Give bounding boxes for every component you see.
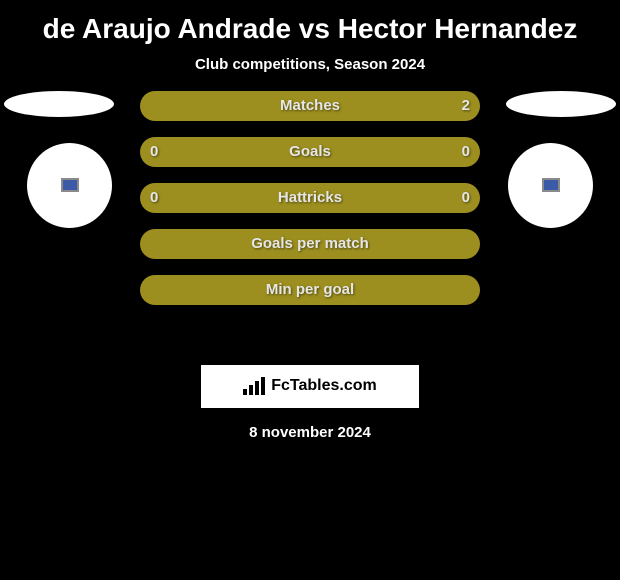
player-badge-right	[508, 143, 593, 228]
date-label: 8 november 2024	[0, 408, 620, 457]
player-badge-left	[27, 143, 112, 228]
stat-left-value: 0	[150, 189, 158, 206]
branding-text: FcTables.com	[271, 377, 377, 395]
page-title: de Araujo Andrade vs Hector Hernandez	[0, 0, 620, 52]
player-shadow-left	[4, 91, 114, 117]
stat-right-value: 2	[462, 97, 470, 114]
stat-row-matches: Matches 2	[140, 91, 480, 121]
stat-row-hattricks: 0 Hattricks 0	[140, 183, 480, 213]
stat-row-goals-per-match: Goals per match	[140, 229, 480, 259]
stats-list: Matches 2 0 Goals 0 0 Hattricks 0 Goals …	[140, 91, 480, 305]
comparison-area: Matches 2 0 Goals 0 0 Hattricks 0 Goals …	[0, 91, 620, 351]
chart-icon	[243, 377, 267, 395]
stat-row-min-per-goal: Min per goal	[140, 275, 480, 305]
branding-link[interactable]: FcTables.com	[201, 365, 419, 408]
stat-label: Min per goal	[266, 281, 354, 298]
stat-label: Matches	[280, 97, 340, 114]
stat-label: Goals	[289, 143, 331, 160]
stat-row-goals: 0 Goals 0	[140, 137, 480, 167]
stat-right-value: 0	[462, 189, 470, 206]
player-shadow-right	[506, 91, 616, 117]
stat-right-value: 0	[462, 143, 470, 160]
page-subtitle: Club competitions, Season 2024	[0, 52, 620, 91]
stat-label: Goals per match	[251, 235, 369, 252]
flag-icon	[61, 178, 79, 192]
stat-label: Hattricks	[278, 189, 342, 206]
stat-left-value: 0	[150, 143, 158, 160]
flag-icon	[542, 178, 560, 192]
